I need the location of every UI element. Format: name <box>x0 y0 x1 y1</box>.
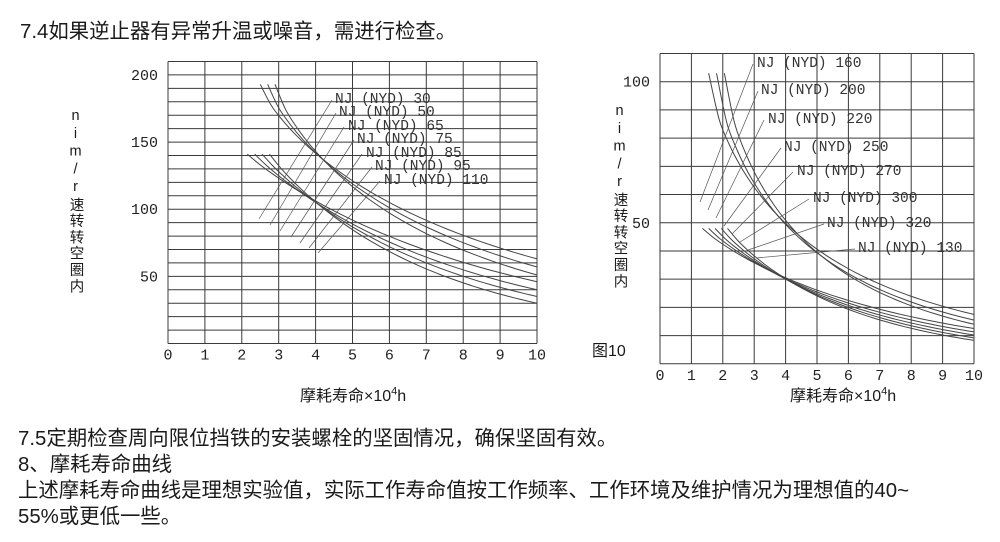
svg-text:100: 100 <box>131 202 158 219</box>
svg-text:9: 9 <box>496 348 505 365</box>
svg-text:200: 200 <box>131 68 158 85</box>
svg-text:2: 2 <box>237 348 246 365</box>
svg-text:50: 50 <box>140 269 158 286</box>
svg-text:2: 2 <box>718 368 727 385</box>
svg-text:50: 50 <box>632 216 650 233</box>
svg-text:NJ (NYD) 300: NJ (NYD) 300 <box>813 191 917 207</box>
svg-text:150: 150 <box>131 135 158 152</box>
svg-text:NJ (NYD) 160: NJ (NYD) 160 <box>757 56 861 72</box>
svg-text:8: 8 <box>907 368 916 385</box>
svg-text:10: 10 <box>528 348 546 365</box>
svg-text:NJ (NYD) 110: NJ (NYD) 110 <box>384 173 488 189</box>
svg-text:10: 10 <box>965 368 983 385</box>
svg-text:100: 100 <box>623 75 650 92</box>
svg-text:4: 4 <box>311 348 320 365</box>
svg-text:7: 7 <box>422 348 431 365</box>
svg-text:NJ (NYD) 270: NJ (NYD) 270 <box>797 164 901 180</box>
svg-text:5: 5 <box>348 348 357 365</box>
svg-text:3: 3 <box>750 368 759 385</box>
svg-text:0: 0 <box>163 348 172 365</box>
svg-text:9: 9 <box>938 368 947 385</box>
svg-text:1: 1 <box>687 368 696 385</box>
svg-text:4: 4 <box>781 368 790 385</box>
svg-text:0: 0 <box>655 368 664 385</box>
svg-text:8: 8 <box>459 348 468 365</box>
svg-text:1: 1 <box>200 348 209 365</box>
svg-text:6: 6 <box>385 348 394 365</box>
svg-text:NJ (NYD) 250: NJ (NYD) 250 <box>784 140 888 156</box>
svg-text:NJ (NYD) 320: NJ (NYD) 320 <box>827 216 931 232</box>
svg-text:3: 3 <box>274 348 283 365</box>
svg-text:NJ (NYD) 200: NJ (NYD) 200 <box>761 83 865 99</box>
svg-text:NJ (NYD) 220: NJ (NYD) 220 <box>768 112 872 128</box>
svg-text:NJ (NYD) 130: NJ (NYD) 130 <box>858 241 962 257</box>
